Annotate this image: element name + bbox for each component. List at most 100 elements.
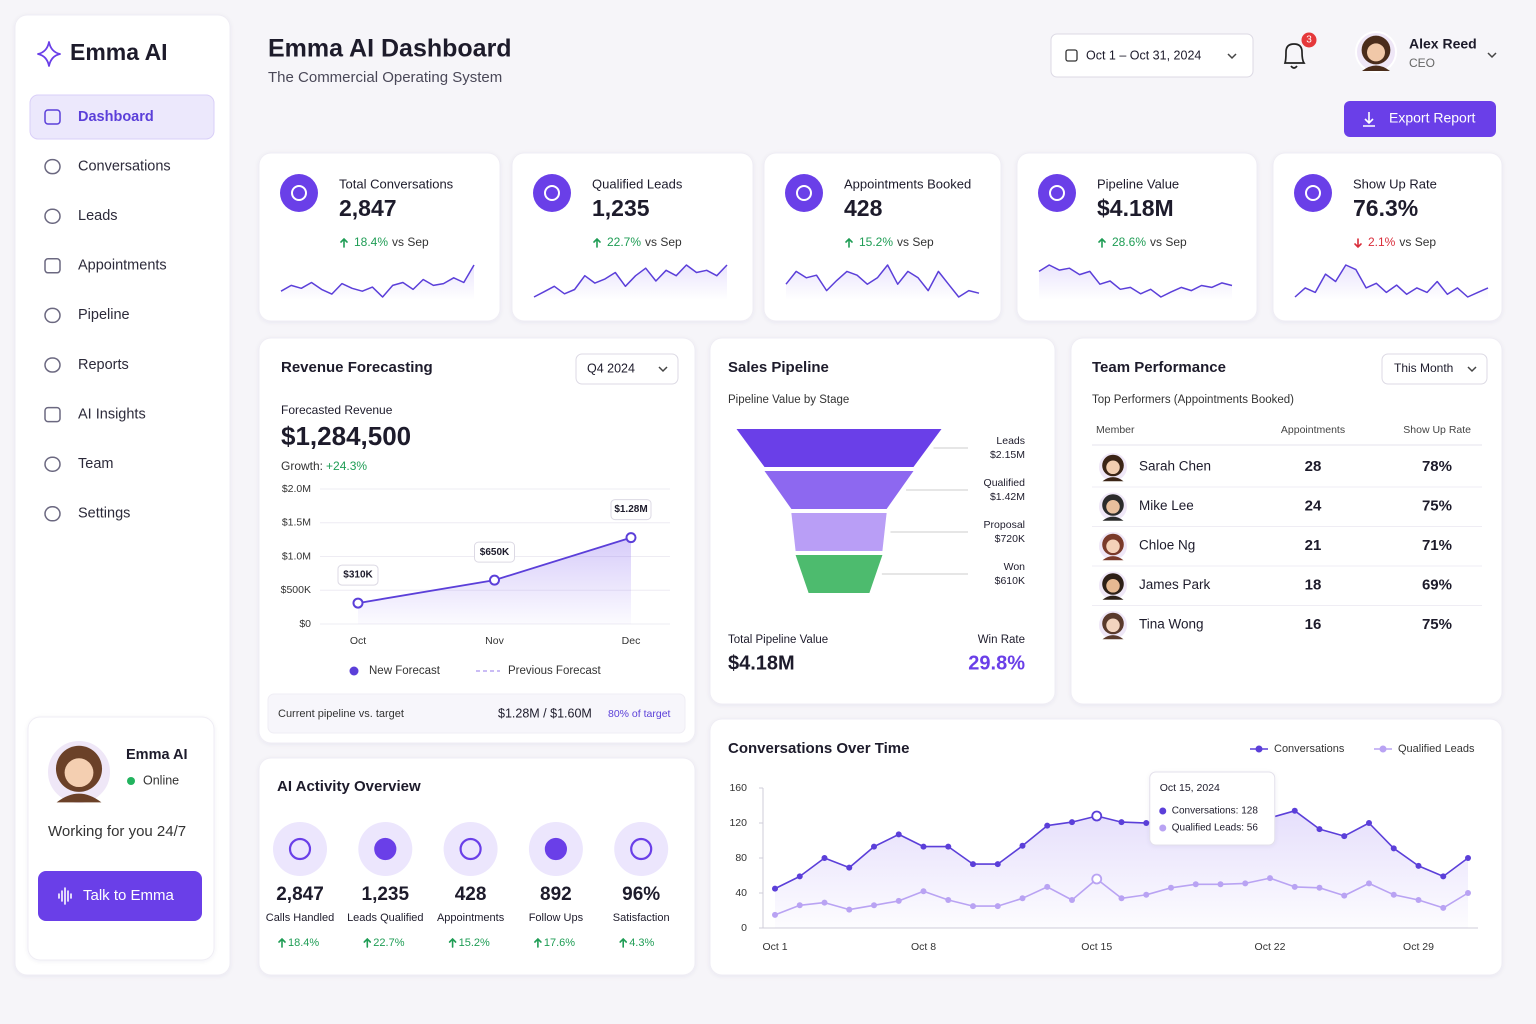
series-point xyxy=(1267,875,1273,882)
period-dropdown[interactable]: This Month xyxy=(1381,353,1488,385)
activity-value: 2,847 xyxy=(276,884,324,905)
x-tick-label: Oct 29 xyxy=(1403,941,1434,953)
dropdown-box xyxy=(575,353,679,385)
series-point xyxy=(871,843,877,850)
kpi-label: Qualified Leads xyxy=(592,176,683,191)
kpi-icon-glyph xyxy=(1049,185,1065,201)
status-dot xyxy=(127,777,135,785)
series-point xyxy=(1242,880,1249,887)
series-point xyxy=(1316,884,1323,891)
nav-item[interactable]: Reports xyxy=(44,357,129,373)
dropdown-box xyxy=(1381,353,1488,385)
bell-icon[interactable] xyxy=(1283,43,1306,69)
kpi-change: 2.1% vs Sep xyxy=(1368,235,1436,249)
forecast-point xyxy=(489,574,500,586)
avatar-body xyxy=(1102,516,1124,521)
nav-item[interactable]: Team xyxy=(44,456,113,472)
tooltip-line: Qualified Leads: 56 xyxy=(1172,823,1259,834)
nav-icon xyxy=(44,109,61,125)
avatar-body xyxy=(56,793,102,803)
sparkline xyxy=(785,264,980,298)
kpi-card xyxy=(258,152,501,322)
appointments: 24 xyxy=(1305,497,1322,514)
kpi-comparison: vs Sep xyxy=(645,235,682,249)
activity-label: Leads Qualified xyxy=(347,912,423,924)
chevron xyxy=(658,366,668,373)
appointments: 21 xyxy=(1305,537,1322,554)
sparkline xyxy=(533,264,728,298)
nav-item[interactable]: Conversations xyxy=(44,158,171,175)
series-point xyxy=(1465,890,1471,896)
arrow-up xyxy=(1098,237,1106,248)
target-value: $1.28M / $1.60M xyxy=(498,706,592,720)
nav-item[interactable]: Appointments xyxy=(44,258,167,274)
date-picker[interactable]: Oct 1 – Oct 31, 2024 xyxy=(1050,33,1254,78)
nav-label: Reports xyxy=(78,357,129,373)
tooltip-line: Conversations: 128 xyxy=(1172,806,1259,817)
kpi-change-value: 18.4% xyxy=(354,235,388,249)
nav-icon xyxy=(44,456,61,472)
appointments: 16 xyxy=(1305,616,1322,633)
series-point xyxy=(1019,842,1026,849)
avatar-face xyxy=(1106,460,1120,475)
nav-icon xyxy=(44,307,61,324)
series-point xyxy=(1415,862,1422,869)
nav-icon xyxy=(44,158,61,175)
arrow-up xyxy=(534,937,542,948)
period-dropdown[interactable]: Q4 2024 xyxy=(575,353,679,385)
nav-item[interactable]: AI Insights xyxy=(44,406,146,422)
nav-label: Pipeline xyxy=(78,307,130,323)
assistant-tagline: Working for you 24/7 xyxy=(48,823,186,840)
show-up-rate: 71% xyxy=(1422,537,1452,554)
member-name: Tina Wong xyxy=(1139,617,1204,632)
kpi-change: 18.4% vs Sep xyxy=(354,235,429,249)
growth-label: Growth: xyxy=(281,459,323,473)
kpi-value: 428 xyxy=(844,195,883,221)
export-button[interactable]: Export Report xyxy=(1344,101,1496,137)
y-tick-label: $500K xyxy=(281,584,311,596)
y-tick-label: $1.0M xyxy=(282,550,311,562)
show-up-rate: 75% xyxy=(1422,497,1452,514)
stage-value: $610K xyxy=(995,575,1025,587)
data-label: $650K xyxy=(480,547,510,558)
series-point xyxy=(1192,881,1199,888)
button-label: Export Report xyxy=(1389,110,1475,126)
user-name: Alex Reed xyxy=(1409,36,1477,52)
y-tick-label: 80 xyxy=(735,852,747,864)
data-label: $1.28M xyxy=(614,504,647,515)
talk-button[interactable]: Talk to Emma xyxy=(38,871,202,921)
kpi-icon xyxy=(533,174,571,212)
legend-swatch-dot xyxy=(1255,745,1263,753)
series-point xyxy=(1341,892,1348,899)
stage-label: Proposal xyxy=(984,519,1025,531)
series-point xyxy=(1019,895,1026,902)
kpi-change: 15.2% vs Sep xyxy=(859,235,934,249)
tooltip-dot xyxy=(1159,807,1167,815)
nav-item[interactable]: Leads xyxy=(44,208,118,224)
tooltip-title: Oct 15, 2024 xyxy=(1160,782,1220,794)
target-progress: 80% of target xyxy=(608,708,671,720)
activity-icon-glyph xyxy=(288,837,312,861)
arrow-up xyxy=(340,237,348,248)
series-point xyxy=(945,897,952,903)
nav-item[interactable]: Pipeline xyxy=(44,307,130,324)
stage-label: Won xyxy=(1004,561,1026,573)
kpi-icon xyxy=(1294,174,1332,212)
avatar-face xyxy=(1367,43,1385,62)
activity-label: Calls Handled xyxy=(266,912,334,924)
series-point xyxy=(945,843,952,850)
member-name: James Park xyxy=(1139,577,1211,592)
brand-name: Emma AI xyxy=(70,39,168,65)
legend-label: Previous Forecast xyxy=(508,665,601,677)
avatar-face xyxy=(1106,579,1120,593)
value-label-box xyxy=(337,564,379,586)
nav-item[interactable]: Dashboard xyxy=(29,94,215,140)
kpi-label: Pipeline Value xyxy=(1097,176,1179,191)
nav-item[interactable]: Settings xyxy=(44,506,130,522)
kpi-icon-glyph xyxy=(544,185,560,201)
series-point xyxy=(1415,897,1422,903)
y-tick-label: 40 xyxy=(735,887,747,899)
nav-icon xyxy=(44,506,61,522)
kpi-change-value: 28.6% xyxy=(1112,235,1146,249)
